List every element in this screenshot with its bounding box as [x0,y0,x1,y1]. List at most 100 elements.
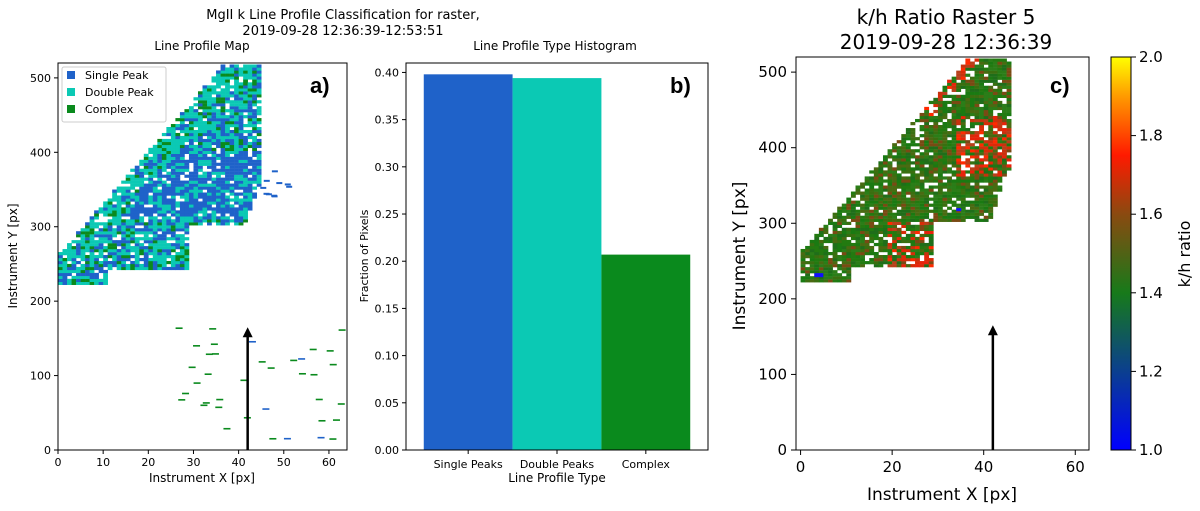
map-pixel [1002,58,1007,62]
map-pixel [157,213,163,217]
map-pixel [318,419,326,422]
map-pixel [89,240,95,244]
map-pixel [256,73,262,77]
map-pixel [928,179,934,183]
map-pixel [103,263,108,268]
map-pixel [841,227,847,232]
map-pixel [905,128,911,132]
map-pixel [207,85,212,89]
map-pixel [170,198,176,202]
map-pixel [175,240,181,244]
map-pixel [143,192,149,196]
map-pixel [130,177,136,181]
map-pixel [211,353,219,355]
map-pixel [960,146,966,150]
map-pixel [896,149,902,153]
map-pixel [1006,70,1012,74]
map-pixel [850,242,856,247]
map-pixel [837,258,843,262]
map-pixel [992,115,998,120]
map-pixel [234,141,239,146]
map-pixel [855,230,861,235]
map-pixel [112,257,118,262]
map-pixel [62,272,68,277]
map-pixel [179,156,185,160]
map-pixel [947,140,952,144]
map-pixel [143,234,149,238]
map-pixel [882,194,888,198]
map-pixel [175,257,181,262]
panel-b-histogram: Line Profile Type Histogram Single Peaks… [358,39,709,485]
map-pixel [225,91,230,95]
map-pixel [960,218,966,222]
map-pixel [252,129,257,134]
map-pixel [997,58,1003,62]
map-pixel [220,91,226,95]
map-pixel [243,138,248,143]
map-pixel [112,231,118,235]
map-pixel [225,171,230,175]
map-pixel [823,227,829,232]
map-pixel [974,131,980,135]
map-pixel [969,188,975,192]
map-pixel [983,97,989,102]
map-pixel [175,135,181,140]
map-pixel [809,270,815,274]
map-pixel [960,128,966,132]
map-pixel [873,212,879,216]
map-pixel [116,186,122,190]
map-pixel [942,203,948,207]
map-pixel [988,64,994,68]
map-pixel [869,230,875,235]
map-pixel [956,185,962,189]
map-pixel [216,195,221,199]
map-pixel [992,161,998,165]
map-pixel [969,131,975,135]
map-pixel [216,129,221,134]
map-pixel [179,252,185,256]
map-pixel [216,94,221,98]
map-pixel [125,192,131,196]
map-pixel [193,210,199,214]
map-pixel [1006,103,1012,108]
map-pixel [860,203,865,207]
map-pixel [157,156,163,160]
map-pixel [175,138,181,143]
map-pixel [956,176,962,180]
map-pixel [947,188,952,192]
map-pixel [924,131,930,135]
map-pixel [179,219,185,223]
map-pixel [62,260,68,265]
map-pixel [197,180,203,184]
map-pixel [58,263,63,268]
map-pixel [832,215,838,219]
map-pixel [988,167,994,171]
map-pixel [184,174,190,178]
map-pixel [80,275,86,280]
map-pixel [860,236,865,241]
map-pixel [965,103,971,108]
suptitle-line1: MgII k Line Profile Classification for r… [206,8,480,23]
map-pixel [937,131,943,135]
map-pixel [1002,149,1007,153]
map-pixel [148,266,154,271]
map-pixel [818,279,824,283]
map-pixel [983,118,989,123]
map-pixel [882,158,888,162]
map-pixel [997,85,1003,89]
map-pixel [841,276,847,280]
map-pixel [184,159,190,163]
map-pixel [924,179,930,183]
map-pixel [256,144,262,149]
map-pixel [125,252,131,256]
map-pixel [243,189,248,193]
map-pixel [184,135,190,140]
map-pixel [139,177,145,181]
map-pixel [896,209,902,213]
map-pixel [247,82,253,86]
map-pixel [89,257,95,262]
map-pixel [184,162,190,166]
map-pixel [841,221,847,225]
map-pixel [960,64,966,68]
map-pixel [915,261,920,265]
